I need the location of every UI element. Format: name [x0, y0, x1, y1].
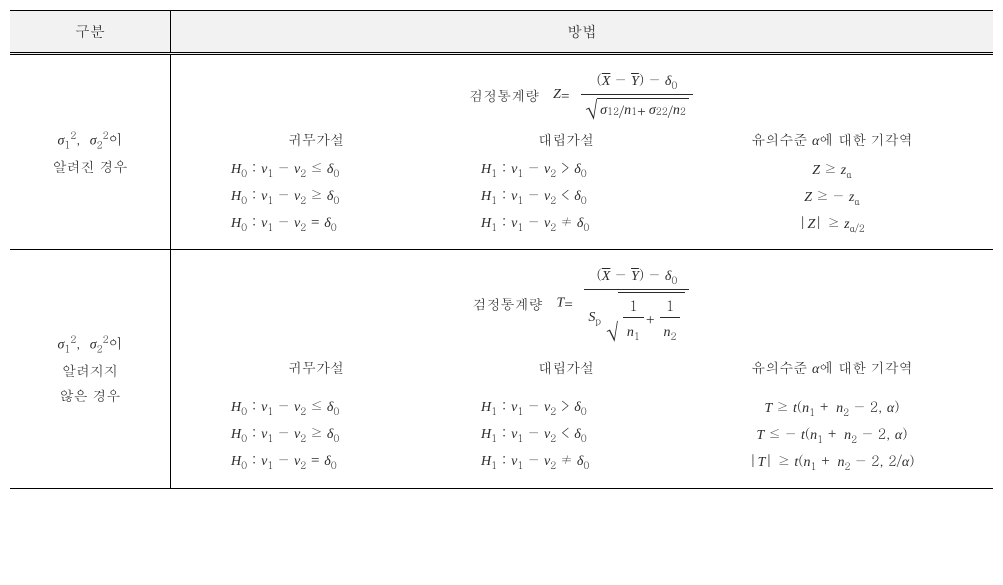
row1-h0-1: H0 : ν1 − ν2 ≤ δ0 — [191, 155, 441, 182]
row1-columns: 귀무가설 H0 : ν1 − ν2 ≤ δ0 H0 : ν1 − ν2 ≥ δ0… — [181, 125, 983, 244]
row2-content: 검정통계량 T= (X − Y) − δ0 Sp √ 1n1 + — [171, 250, 994, 488]
row1-null-header: 귀무가설 — [191, 125, 441, 155]
row1-rej-1: Z ≥ zα — [691, 156, 973, 183]
row1-content: 검정통계량 Z= (X − Y) − δ0 √ σ12/n1 + σ22/n2 — [171, 54, 994, 250]
row2-h0-2: H0 : ν1 − ν2 ≥ δ0 — [191, 420, 441, 447]
row2-alt-header: 대립가설 — [441, 353, 691, 383]
table-row: σ12, σ22이 알려지지 않은 경우 검정통계량 T= (X − Y) − … — [10, 250, 993, 488]
row1-rej-2: Z ≥ − zα — [691, 183, 973, 210]
row2-h1-2: H1 : ν1 − ν2 < δ0 — [441, 420, 691, 447]
header-col2: 방법 — [171, 11, 994, 54]
row1-rej-3: |Z| ≥ zα/2 — [691, 210, 973, 237]
row2-columns: 귀무가설 H0 : ν1 − ν2 ≤ δ0 H0 : ν1 − ν2 ≥ δ0… — [181, 347, 983, 482]
row2-rej-3: |T| ≥ t(n1 + n2 − 2, 2/α) — [691, 448, 973, 475]
row2-label: σ12, σ22이 알려지지 않은 경우 — [10, 250, 171, 488]
row2-h0-1: H0 : ν1 − ν2 ≤ δ0 — [191, 393, 441, 420]
row2-h1-1: H1 : ν1 − ν2 > δ0 — [441, 393, 691, 420]
row1-h1-2: H1 : ν1 − ν2 < δ0 — [441, 182, 691, 209]
stats-table: 구분 방법 σ12, σ22이 알려진 경우 검정통계량 Z= (X − Y) … — [10, 10, 993, 489]
row2-null-header: 귀무가설 — [191, 353, 441, 383]
row1-h1-3: H1 : ν1 − ν2 ≠ δ0 — [441, 209, 691, 236]
row2-test-statistic: 검정통계량 T= (X − Y) − δ0 Sp √ 1n1 + — [181, 256, 983, 347]
row1-alt-header: 대립가설 — [441, 125, 691, 155]
row2-h1-3: H1 : ν1 − ν2 ≠ δ0 — [441, 447, 691, 474]
row2-rej-2: T ≤ − t(n1 + n2 − 2, α) — [691, 421, 973, 448]
row2-h0-3: H0 : ν1 − ν2 = δ0 — [191, 447, 441, 474]
header-col1: 구분 — [10, 11, 171, 54]
table-row: σ12, σ22이 알려진 경우 검정통계량 Z= (X − Y) − δ0 √ — [10, 54, 993, 250]
row1-label: σ12, σ22이 알려진 경우 — [10, 54, 171, 250]
row1-h0-3: H0 : ν1 − ν2 = δ0 — [191, 209, 441, 236]
row2-rej-header: 유의수준 α에 대한 기각역 — [691, 353, 973, 384]
table-header-row: 구분 방법 — [10, 11, 993, 54]
row1-rej-header: 유의수준 α에 대한 기각역 — [691, 125, 973, 156]
row1-h1-1: H1 : ν1 − ν2 > δ0 — [441, 155, 691, 182]
row1-test-statistic: 검정통계량 Z= (X − Y) − δ0 √ σ12/n1 + σ22/n2 — [181, 61, 983, 125]
row1-h0-2: H0 : ν1 − ν2 ≥ δ0 — [191, 182, 441, 209]
row2-rej-1: T ≥ t(n1 + n2 − 2, α) — [691, 394, 973, 421]
